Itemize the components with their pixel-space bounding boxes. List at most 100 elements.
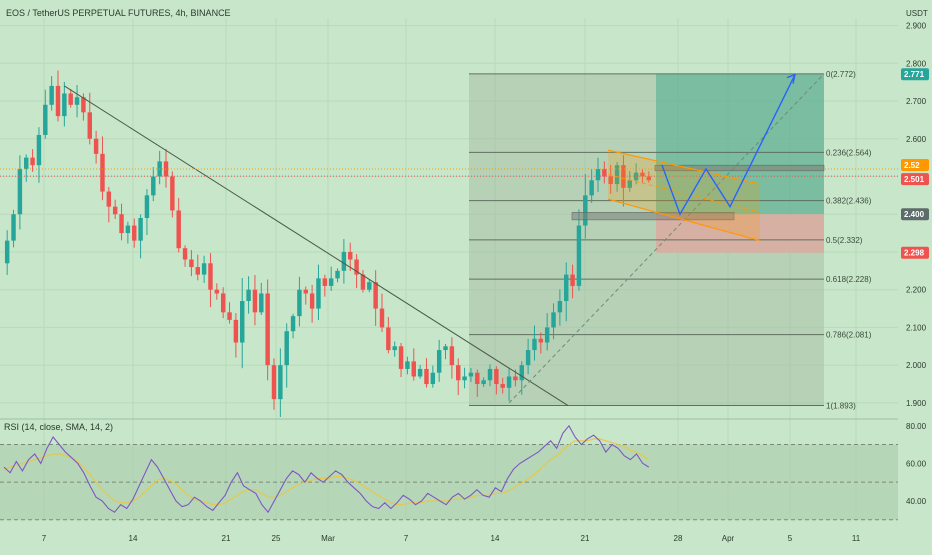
candle-body [621, 165, 626, 188]
price-tick-label: 2.100 [906, 323, 927, 332]
candle-body [519, 365, 524, 381]
candle-body [176, 210, 181, 249]
candle-body [93, 138, 99, 154]
candle-body [322, 278, 328, 286]
candle-body [74, 97, 80, 105]
candle-body [144, 195, 150, 218]
candle-body [30, 157, 35, 166]
candle-body [443, 346, 448, 351]
time-tick-label: 21 [581, 534, 590, 543]
candle-body [328, 278, 334, 286]
price-badge[interactable] [901, 173, 929, 186]
time-tick-label: 5 [788, 534, 793, 543]
candle-body [614, 165, 620, 185]
fib-level-label: 0.236(2.564) [826, 148, 872, 157]
candle-body [43, 104, 48, 135]
time-tick-label: 7 [42, 534, 47, 543]
candle-body [379, 308, 385, 328]
rsi-line[interactable] [3, 424, 650, 514]
target-zone [656, 74, 824, 215]
fib-trend-dashed[interactable] [508, 73, 825, 404]
candle-body [360, 274, 366, 290]
rsi-title[interactable]: RSI (14, close, SMA, 14, 2) [4, 422, 113, 432]
candle-body [525, 350, 531, 366]
candle-body [373, 282, 378, 309]
channel-lower[interactable] [607, 198, 761, 242]
price-tick-label: 2.700 [906, 97, 927, 106]
price-badge[interactable] [901, 208, 929, 221]
candle-body [316, 278, 321, 309]
time-axis[interactable]: 7 14 21 25 Mar 7 14 21 28 Apr 5 11 [42, 534, 861, 543]
candle-body [608, 176, 613, 185]
channel-mid [607, 174, 761, 213]
rsi-ma-line[interactable] [3, 438, 650, 506]
candle-body [583, 195, 588, 226]
price-tick-label: 2.900 [906, 22, 927, 31]
candle-body [62, 93, 67, 117]
price-badge[interactable] [901, 246, 929, 259]
candle-body [227, 312, 232, 320]
candle-body [570, 274, 575, 286]
time-tick-label: Mar [321, 534, 335, 543]
fib-level-label: 0.786(2.081) [826, 331, 872, 340]
candle-body [106, 191, 112, 207]
price-tick-label: 2.800 [906, 59, 927, 68]
candle-body [132, 225, 137, 241]
support-box[interactable] [571, 212, 735, 221]
candle-body [138, 218, 143, 241]
candle-body [233, 319, 239, 343]
candle-body [411, 361, 416, 377]
candle-body [271, 365, 277, 400]
candle-body [532, 338, 537, 351]
candle-body [487, 368, 493, 381]
resistance-box[interactable] [654, 164, 825, 172]
candle-body [252, 289, 258, 313]
candle-body [208, 263, 213, 290]
time-tick-label: 28 [674, 534, 683, 543]
candle-body [646, 176, 652, 181]
candle-body [284, 331, 289, 366]
fib-level-label: 0.618(2.228) [826, 275, 872, 284]
candle-body [81, 97, 86, 113]
candle-body [36, 134, 42, 166]
trendline[interactable] [64, 85, 569, 406]
candle-body [220, 293, 226, 313]
grid-lines [0, 18, 898, 518]
fib-level-label: 0(2.772) [826, 70, 856, 79]
price-tick-label: 2.200 [906, 286, 927, 295]
candle-body [278, 365, 283, 400]
time-tick-label: Apr [722, 534, 735, 543]
candle-body [246, 289, 251, 302]
price-badge-label: 2.771 [904, 70, 925, 79]
price-badge[interactable] [901, 159, 929, 172]
candle-body [189, 259, 194, 268]
price-axis[interactable]: 2.9002.8002.7002.6002.5002.4002.3002.200… [901, 22, 929, 506]
price-badge[interactable] [901, 68, 929, 81]
candle-body [55, 85, 61, 117]
candle-body [303, 289, 308, 294]
currency-label: USDT [906, 9, 928, 18]
price-badge-label: 2.400 [904, 210, 925, 219]
symbol-title[interactable]: EOS / TetherUS PERPETUAL FUTURES, 4h, BI… [6, 8, 231, 18]
candle-body [367, 282, 372, 290]
drawings[interactable] [0, 73, 898, 406]
time-tick-label: 25 [272, 534, 281, 543]
fib-level-label: 0.382(2.436) [826, 197, 872, 206]
candle-body [354, 259, 359, 275]
projection-arrowhead [786, 73, 796, 84]
candle-body [456, 365, 461, 381]
price-tick-label: 2.000 [906, 361, 927, 370]
candle-body [494, 368, 499, 385]
rsi-pane[interactable] [0, 424, 898, 521]
projection-path[interactable] [661, 74, 796, 216]
channel-upper[interactable] [607, 149, 761, 185]
price-badge-label: 2.298 [904, 249, 925, 258]
fib-retracement[interactable]: 0(2.772) 0.236(2.564) 0.382(2.436) 0.5(2.33… [469, 70, 872, 411]
candle-body [564, 274, 569, 302]
price-tick-label: 2.600 [906, 135, 927, 144]
candle-body [265, 293, 270, 366]
candle-body [214, 289, 220, 294]
candle-body [392, 346, 397, 351]
